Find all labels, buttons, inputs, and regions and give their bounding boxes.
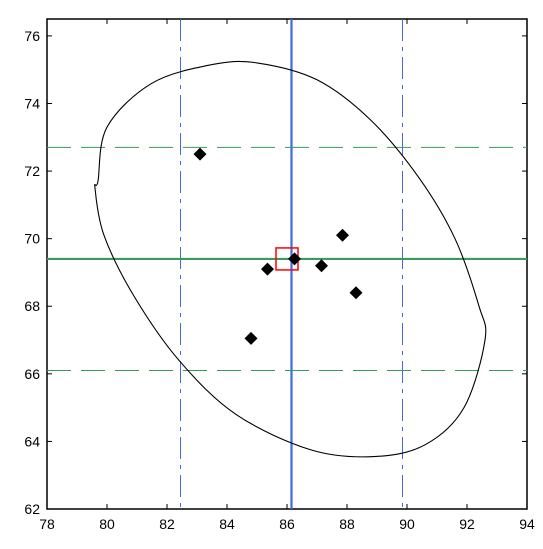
plot-frame: [46, 18, 528, 510]
x-tick-label: 92: [459, 516, 475, 532]
y-tick-label: 68: [24, 298, 40, 314]
x-tick-label: 82: [159, 516, 175, 532]
data-point-4: [288, 252, 301, 266]
x-tick-label: 78: [39, 516, 55, 532]
x-tick-label: 88: [339, 516, 355, 532]
y-tick-label: 72: [24, 163, 40, 179]
y-tick-label: 66: [24, 366, 40, 382]
data-point-2: [244, 331, 258, 345]
data-point-6: [336, 228, 349, 242]
y-tick-label: 64: [24, 433, 40, 449]
y-tick-label: 70: [24, 231, 40, 247]
x-tick-label: 94: [519, 516, 535, 532]
x-tick-label: 86: [279, 516, 295, 532]
y-tick-label: 76: [24, 28, 40, 44]
axes: 78 80 82 84 86 88 90 92 94 62 64 66 68 70 72 74 76: [24, 19, 535, 532]
y-tick-label: 74: [24, 95, 40, 111]
y-tick-label: 62: [24, 501, 40, 517]
identity-line: [2, 0, 47, 19]
data-point-1: [193, 147, 207, 161]
data-point-3: [261, 262, 274, 276]
data-point-7: [349, 286, 363, 300]
x-tick-label: 84: [219, 516, 235, 532]
x-tick-label: 90: [399, 516, 415, 532]
x-tick-label: 80: [99, 516, 115, 532]
data-point-5: [315, 259, 328, 273]
plot-area: [2, 0, 527, 509]
confidence-ellipse: [94, 60, 487, 458]
